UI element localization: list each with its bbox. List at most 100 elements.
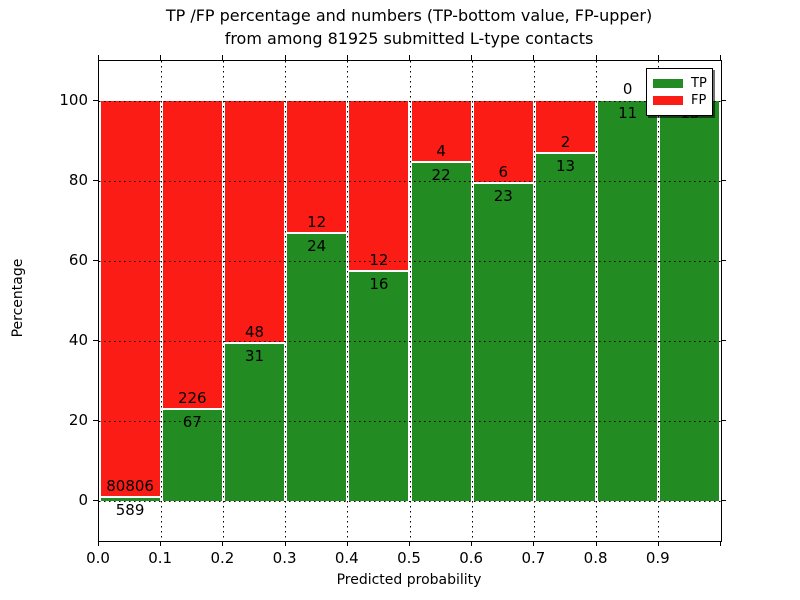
x-tick-label: 0.2: [210, 549, 235, 567]
fp-bar-segment: [473, 101, 533, 184]
tp-bar-segment: [224, 344, 285, 501]
tp-bar-segment: [598, 101, 658, 501]
tp-count-label: 23: [493, 186, 513, 205]
y-tick-left: [93, 340, 98, 341]
y-tick-label: 60: [68, 251, 88, 269]
tp-bar-segment: [535, 154, 596, 501]
x-tick-bottom: [657, 541, 659, 546]
y-gridline: [99, 180, 721, 182]
tp-bar-segment: [411, 162, 471, 501]
x-tick-label: 0.1: [148, 549, 173, 567]
tp-count-label: 13: [555, 157, 576, 176]
fp-count-label: 80806: [106, 477, 154, 496]
x-tick-top: [160, 55, 162, 60]
y-tick-right: [721, 260, 726, 261]
x-tick-top: [409, 55, 410, 60]
y-tick-right: [721, 180, 726, 181]
tp-count-label: 67: [182, 412, 202, 431]
y-gridline: [99, 420, 721, 422]
x-tick-bottom: [720, 541, 721, 546]
tp-bar-segment: [100, 498, 160, 501]
tp-bar-segment: [660, 101, 720, 501]
x-tick-bottom: [98, 541, 99, 546]
x-tick-label: 0.5: [397, 549, 421, 567]
fp-count-label: 0: [622, 80, 633, 98]
fp-count-label: 226: [177, 388, 207, 407]
legend-row-tp: TP: [653, 75, 712, 92]
y-tick-left: [93, 500, 98, 501]
x-tick-label: 0.3: [272, 549, 297, 567]
tp-bar-segment: [287, 234, 347, 501]
chart-title-line2: from among 81925 submitted L-type contac…: [224, 29, 594, 48]
tp-count-label: 22: [431, 165, 451, 184]
y-tick-label: 0: [78, 491, 88, 509]
x-tick-top: [346, 55, 348, 60]
y-tick-left: [93, 260, 98, 261]
tp-bar-segment: [473, 183, 533, 501]
y-tick-left: [93, 180, 98, 181]
fp-count-label: 48: [244, 323, 265, 342]
x-tick-label: 0.4: [334, 549, 359, 567]
y-gridline: [99, 260, 721, 262]
x-tick-label: 0.9: [645, 549, 670, 567]
x-tick-bottom: [222, 541, 224, 546]
y-gridline: [99, 100, 721, 102]
tp-bar-segment: [162, 409, 222, 501]
y-tick-label: 80: [68, 171, 88, 189]
x-gridline: [285, 61, 287, 541]
x-tick-top: [284, 55, 286, 60]
x-gridline: [533, 61, 535, 541]
y-tick-label: 100: [59, 91, 88, 109]
plot-area: 8080658922667483112241216422623213011013…: [98, 60, 722, 542]
fp-bar-segment: [162, 101, 222, 410]
chart-title: TP /FP percentage and numbers (TP-bottom…: [98, 4, 720, 50]
x-tick-top: [595, 55, 597, 60]
fp-count-label: 2: [560, 133, 571, 152]
x-tick-label: 0.7: [521, 549, 546, 567]
y-tick-right: [721, 500, 726, 501]
fp-bar-segment: [411, 101, 471, 163]
x-tick-label: 0.6: [459, 549, 484, 567]
fp-count-label: 4: [436, 141, 446, 160]
x-tick-bottom: [160, 541, 162, 546]
legend-label-tp: TP: [691, 76, 707, 91]
fp-bar-segment: [535, 101, 596, 155]
y-tick-right: [721, 340, 726, 341]
tp-count-label: 11: [618, 104, 638, 122]
fp-swatch-icon: [653, 96, 683, 105]
tp-count-label: 16: [369, 275, 389, 294]
y-tick-label: 20: [68, 411, 88, 429]
x-gridline: [471, 61, 473, 541]
x-tick-bottom: [533, 541, 535, 546]
x-tick-bottom: [471, 541, 473, 546]
fp-count-label: 6: [498, 162, 509, 181]
tp-count-label: 589: [115, 501, 145, 520]
y-gridline: [99, 340, 721, 342]
fp-bar-segment: [224, 101, 285, 345]
x-tick-bottom: [284, 541, 286, 546]
y-tick-right: [721, 420, 726, 421]
x-tick-top: [720, 55, 721, 60]
x-axis-label: Predicted probability: [336, 572, 482, 588]
fp-bar-segment: [100, 101, 160, 499]
y-tick-left: [93, 420, 98, 421]
y-tick-right: [721, 100, 726, 101]
x-tick-top: [657, 55, 659, 60]
y-gridline: [99, 500, 721, 502]
x-gridline: [347, 61, 349, 541]
tp-bar-segment: [349, 272, 409, 501]
x-tick-top: [222, 55, 224, 60]
fp-count-label: 12: [307, 213, 327, 232]
chart-title-line1: TP /FP percentage and numbers (TP-bottom…: [165, 6, 653, 25]
x-gridline: [222, 61, 224, 541]
tp-swatch-icon: [653, 79, 683, 88]
y-tick-label: 40: [68, 331, 88, 349]
x-tick-bottom: [595, 541, 597, 546]
x-tick-top: [471, 55, 473, 60]
x-gridline: [160, 61, 162, 541]
y-tick-left: [93, 100, 98, 101]
x-tick-top: [98, 55, 99, 60]
x-gridline: [409, 61, 411, 541]
legend-label-fp: FP: [691, 93, 707, 108]
